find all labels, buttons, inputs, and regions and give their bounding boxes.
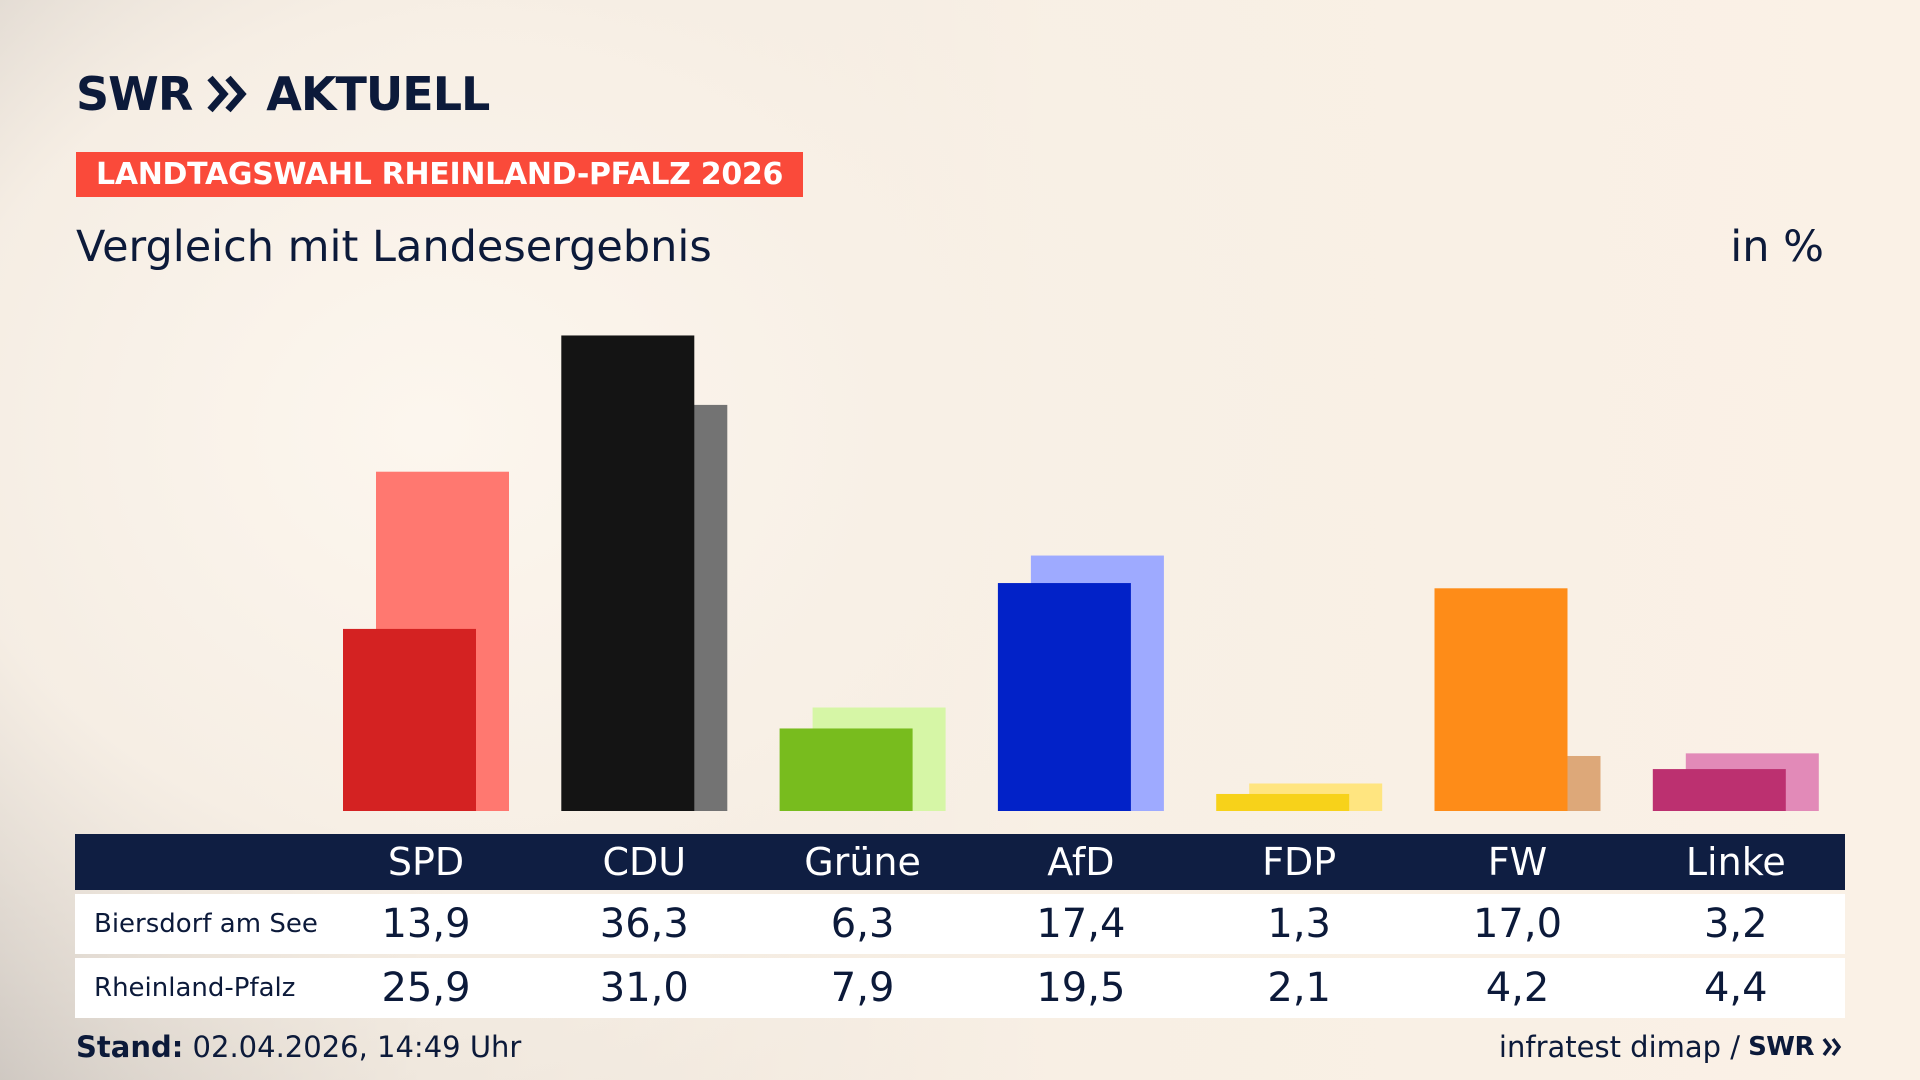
bar-local-fdp: [1216, 793, 1350, 811]
column-header-linke: Linke: [1685, 840, 1786, 884]
cell-value-afd: 19,5: [1036, 965, 1126, 1011]
table-header: SPD CDU Grüne AfD FDP FW Linke: [75, 834, 1845, 890]
bar-local-cdu: [561, 335, 695, 811]
bar-local-fw: [1434, 588, 1568, 811]
cell-value-linke: 4,4: [1703, 965, 1768, 1011]
column-header-grüne: Grüne: [804, 840, 921, 884]
cell-value-fw: 17,0: [1472, 901, 1563, 947]
cell-value-spd: 13,9: [381, 901, 471, 947]
bar-local-spd: [343, 628, 476, 811]
cell-value-fdp: 1,3: [1267, 901, 1331, 947]
logo-swr: SWR: [76, 67, 193, 121]
cell-value-afd: 17,4: [1036, 901, 1126, 947]
small-chevron-icon: [1822, 1037, 1842, 1057]
cell-value-cdu: 31,0: [599, 965, 689, 1011]
column-header-spd: SPD: [387, 840, 465, 884]
column-header-fw: FW: [1487, 840, 1548, 884]
stand-value: 02.04.2026, 14:49 Uhr: [192, 1030, 522, 1064]
source-credit: infratest dimap / SWR: [1499, 1030, 1844, 1064]
small-swr-logo: SWR: [1748, 1032, 1814, 1062]
column-header-fdp: FDP: [1262, 840, 1337, 884]
chart-subtitle: Vergleich mit Landesergebnis: [76, 222, 712, 272]
column-header-cdu: CDU: [602, 840, 687, 884]
bar-local-grüne: [779, 728, 913, 811]
unit-label: in %: [1730, 222, 1824, 272]
logo-section: AKTUELL: [266, 67, 490, 121]
election-kicker: LANDTAGSWAHL RHEINLAND-PFALZ 2026: [76, 152, 804, 197]
timestamp: Stand: 02.04.2026, 14:49 Uhr: [76, 1030, 521, 1064]
cell-value-cdu: 36,3: [599, 901, 689, 947]
row-label-state: Rheinland-Pfalz: [94, 973, 296, 1003]
cell-value-fw: 4,2: [1485, 965, 1550, 1011]
cell-value-grüne: 6,3: [830, 901, 895, 947]
double-chevron-icon: [207, 75, 247, 113]
cell-value-grüne: 7,9: [830, 965, 895, 1011]
swr-aktuell-logo: SWR AKTUELL: [76, 66, 490, 122]
table-row-local: Biersdorf am See 13,9 36,3 6,3 17,4 1,3 17,0 3…: [75, 894, 1845, 954]
source-text: infratest dimap /: [1498, 1030, 1741, 1064]
column-header-afd: AfD: [1047, 840, 1115, 884]
bar-local-linke: [1652, 769, 1786, 811]
bar-local-afd: [997, 583, 1131, 811]
stand-label: Stand:: [76, 1030, 184, 1064]
cell-value-fdp: 2,1: [1267, 965, 1331, 1011]
cell-value-spd: 25,9: [381, 965, 471, 1011]
results-table: SPD CDU Grüne AfD FDP FW Linke Biersdorf am Se…: [75, 834, 1845, 1018]
table-row-state: Rheinland-Pfalz 25,9 31,0 7,9 19,5 2,1 4,2 4,4: [75, 958, 1845, 1018]
row-label-local: Biersdorf am See: [94, 909, 318, 939]
cell-value-linke: 3,2: [1703, 901, 1768, 947]
